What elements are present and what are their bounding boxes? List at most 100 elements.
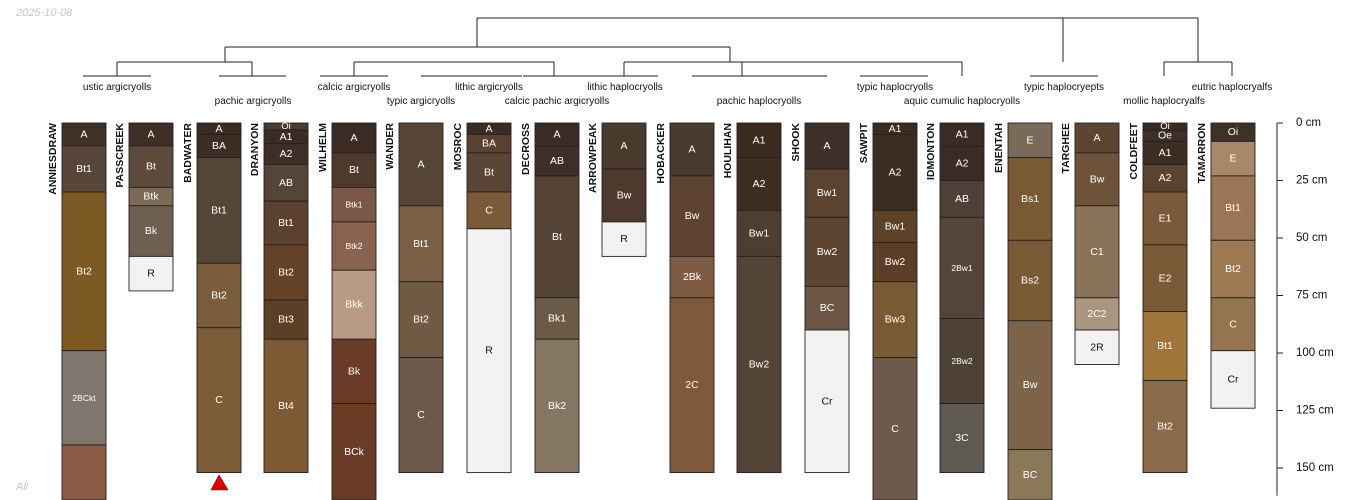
horizon-label: 2C2 xyxy=(1087,308,1106,320)
soil-profile: ANNIESDRAW A Bt1 Bt2 2BCkt xyxy=(47,122,107,500)
horizon-box xyxy=(263,163,309,202)
taxon-label: calcic pachic argicryolls xyxy=(505,96,609,107)
taxon-label: ustic argicryolls xyxy=(83,82,151,93)
horizon-box xyxy=(196,262,242,329)
horizon-label: A1 xyxy=(956,129,969,141)
horizon-label: Bt xyxy=(552,231,562,243)
horizon-box xyxy=(398,281,444,359)
horizon-box xyxy=(1007,122,1053,158)
horizon-box xyxy=(601,168,647,223)
horizon-label: 2Bk xyxy=(683,271,702,283)
horizon-label: A2 xyxy=(280,148,293,160)
horizon-label: BC xyxy=(820,302,835,314)
horizon-label: A xyxy=(553,129,560,141)
horizon-label: C xyxy=(891,423,899,435)
horizon-label: AB xyxy=(279,177,293,189)
horizon-box xyxy=(804,122,850,170)
horizon-box xyxy=(736,157,782,211)
horizon-label: R xyxy=(147,268,155,280)
horizon-label: Bt4 xyxy=(278,400,294,412)
horizon-box xyxy=(263,338,309,474)
horizon-label: C xyxy=(215,394,223,406)
profile-name: IDMONTON xyxy=(925,123,937,180)
horizon-label: Oi xyxy=(1228,126,1239,138)
horizon-box xyxy=(736,122,782,158)
taxon-label: typic haplocryepts xyxy=(1024,82,1104,93)
horizon-label: Bw xyxy=(1090,173,1105,185)
horizon-label: Bt xyxy=(349,164,359,176)
horizon-label: Bt xyxy=(146,161,156,173)
soil-profile: BADWATER A BA Bt1 Bt2 C xyxy=(182,122,242,474)
horizon-box xyxy=(331,221,377,271)
horizon-label: Bt1 xyxy=(211,204,227,216)
horizon-label: 2Bw1 xyxy=(951,263,973,273)
horizon-box xyxy=(61,145,107,193)
horizon-label: A1 xyxy=(889,123,902,135)
horizon-label: A1 xyxy=(1159,147,1172,159)
horizon-label: A xyxy=(350,132,357,144)
depth-tick-label: 50 cm xyxy=(1296,232,1327,244)
horizon-box xyxy=(263,200,309,246)
soil-profile: HOBACKER A Bw 2Bk 2C xyxy=(655,122,715,474)
horizon-box xyxy=(939,403,985,474)
soil-profile: HOULIHAN A1 A2 Bw1 Bw2 xyxy=(722,122,782,474)
horizon-box xyxy=(872,357,918,500)
horizon-box xyxy=(1210,350,1256,409)
taxon-label: lithic haplocryolls xyxy=(587,82,663,93)
horizon-label: A xyxy=(823,140,830,152)
horizon-label: A1 xyxy=(280,131,293,143)
horizon-box xyxy=(1210,175,1256,241)
soil-profile: PASSCREEK A Bt Btk Bk R xyxy=(114,122,174,292)
horizon-box xyxy=(534,175,580,299)
depth-tick-label: 100 cm xyxy=(1296,347,1334,359)
profile-name: MOSROC xyxy=(452,123,464,171)
horizon-label: BCk xyxy=(344,446,365,458)
horizon-label: Oi xyxy=(1160,121,1170,132)
horizon-label: A xyxy=(215,123,222,135)
horizon-label: A1 xyxy=(753,134,766,146)
soil-profile: WILHELM A Bt Btk1 Btk2 Bkk Bk BCk xyxy=(317,122,377,500)
horizon-box xyxy=(1074,297,1120,331)
profile-name: TARGHEE xyxy=(1060,123,1072,174)
horizon-box xyxy=(263,244,309,301)
horizon-label: Bw xyxy=(685,210,700,222)
horizon-box xyxy=(196,327,242,474)
horizon-label: A2 xyxy=(1159,172,1172,184)
horizon-label: A2 xyxy=(889,166,902,178)
horizon-box xyxy=(1142,163,1188,193)
horizon-box xyxy=(1074,329,1120,365)
horizon-label: Bw1 xyxy=(885,221,906,233)
horizon-box xyxy=(128,205,174,257)
horizon-box xyxy=(804,329,850,474)
horizon-box xyxy=(1210,239,1256,299)
depth-tick-label: 0 cm xyxy=(1296,117,1321,129)
profile-name: PASSCREEK xyxy=(114,123,126,188)
horizon-label: BA xyxy=(212,140,226,152)
profile-name: DECROSS xyxy=(520,123,532,175)
horizon-box xyxy=(601,122,647,170)
profile-name: COLDFEET xyxy=(1128,122,1140,179)
horizon-box xyxy=(128,145,174,188)
horizon-label: A2 xyxy=(956,157,969,169)
horizon-box xyxy=(61,444,107,500)
horizon-label: Bt xyxy=(484,166,494,178)
profile-name: WANDER xyxy=(384,123,396,170)
horizon-box xyxy=(601,221,647,257)
horizon-label: R xyxy=(485,345,493,357)
profile-name: SHOOK xyxy=(790,123,802,162)
horizon-box xyxy=(398,357,444,474)
horizon-box xyxy=(669,175,715,257)
horizon-box xyxy=(398,122,444,207)
soil-profile: ENENTAH E Bs1 Bs2 Bw BC xyxy=(993,122,1053,500)
horizon-label: Cr xyxy=(821,395,833,407)
taxon-label: calcic argicryolls xyxy=(318,82,391,93)
horizon-box xyxy=(736,255,782,474)
horizon-label: AB xyxy=(955,193,969,205)
horizon-box xyxy=(466,191,512,230)
profile-name: HOULIHAN xyxy=(722,123,734,178)
horizon-label: Bk xyxy=(145,225,158,237)
taxon-label: typic haplocryolls xyxy=(857,82,933,93)
horizon-label: C1 xyxy=(1090,246,1104,258)
